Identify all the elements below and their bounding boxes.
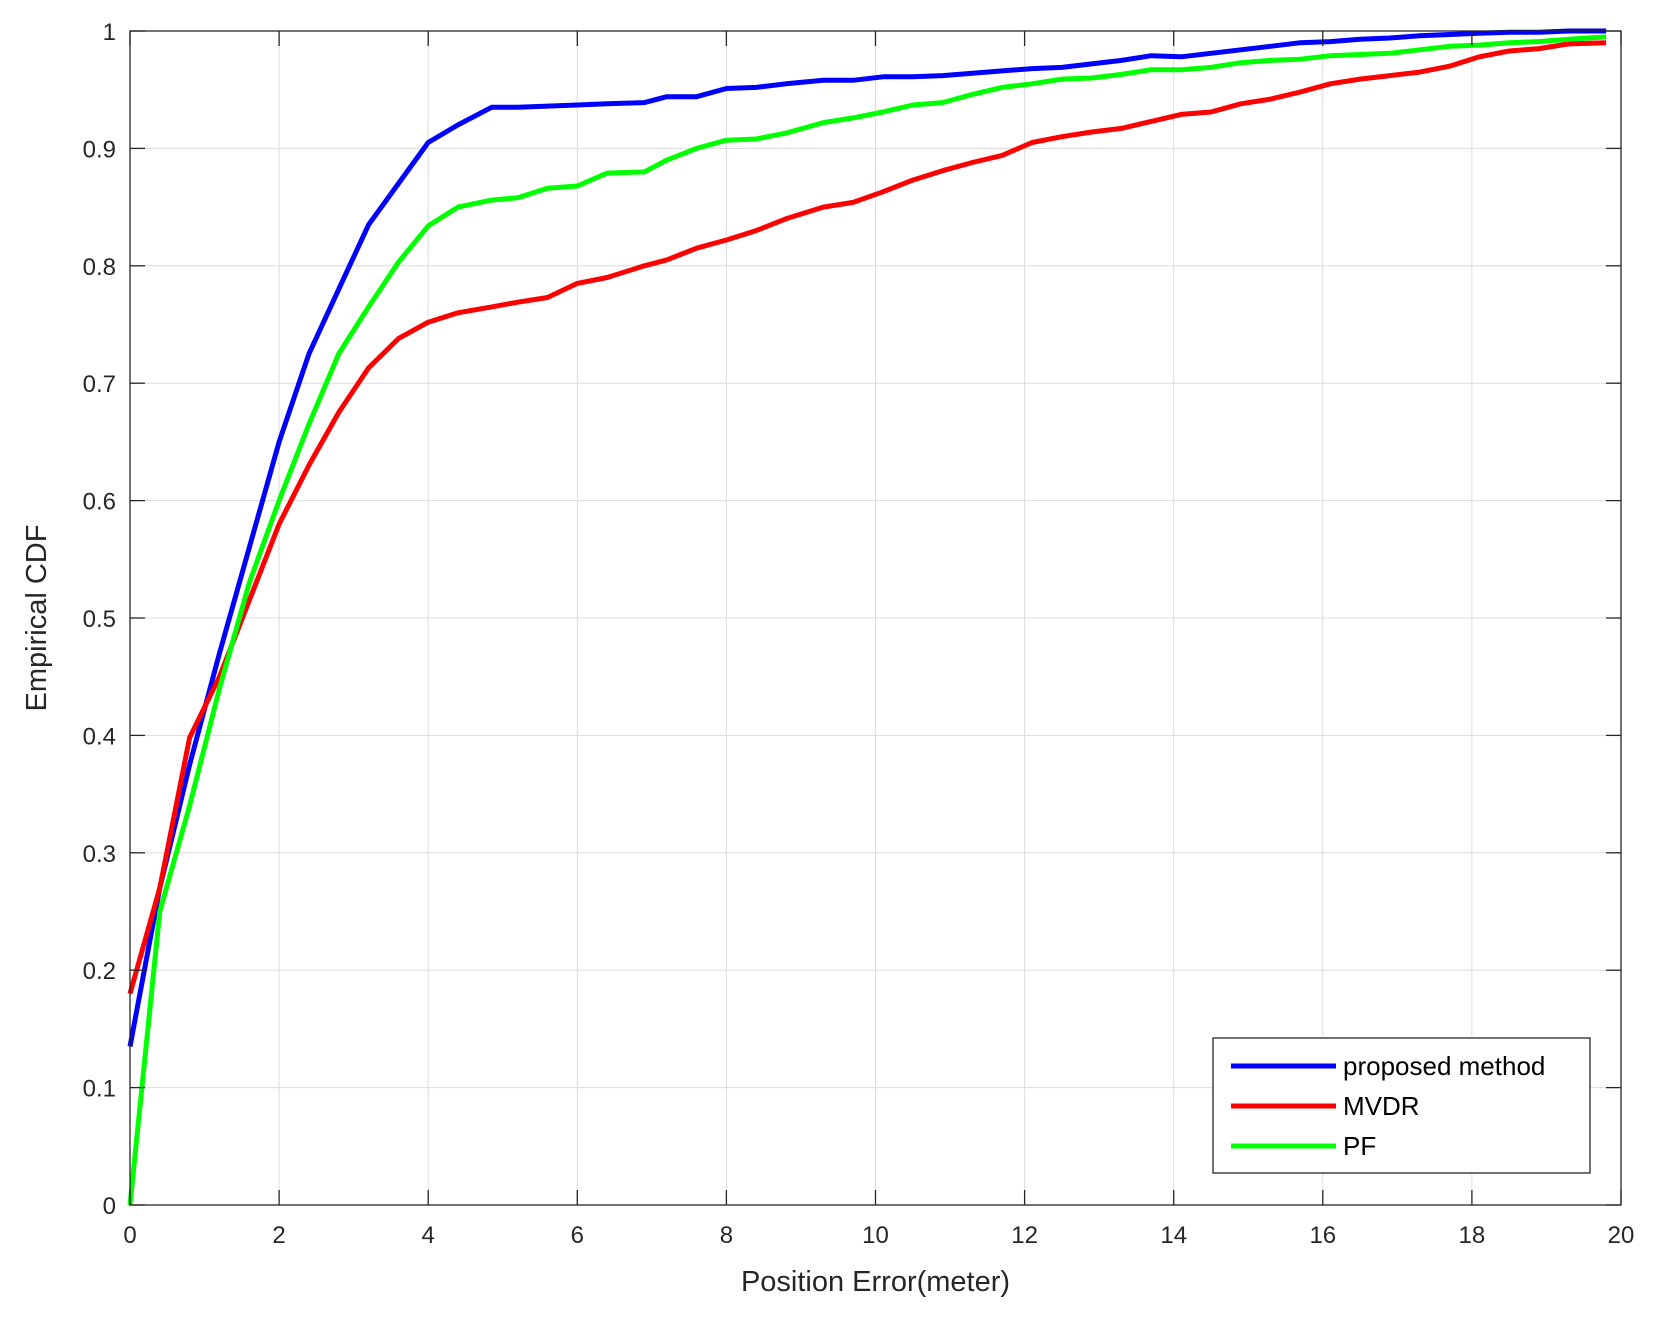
y-tick-label: 1 (103, 19, 116, 46)
y-axis-label: Empirical CDF (21, 525, 53, 712)
x-tick-label: 4 (422, 1222, 435, 1249)
x-tick-label: 0 (123, 1222, 136, 1249)
series-layer (127, 28, 1607, 1206)
y-tick-label: 0.5 (83, 606, 116, 633)
y-tick-label: 0.7 (83, 371, 116, 398)
series-line-mvdr (127, 40, 1607, 995)
x-tick-label: 18 (1459, 1222, 1486, 1249)
legend-label: PF (1343, 1131, 1376, 1161)
legend-item[interactable]: PF (1231, 1131, 1376, 1161)
y-tick-label: 0.8 (83, 254, 116, 281)
y-tick-label: 0 (103, 1193, 116, 1220)
y-tick-label: 0.2 (83, 958, 116, 985)
x-tick-label: 16 (1309, 1222, 1336, 1249)
x-tick-label: 2 (272, 1222, 285, 1249)
tick-labels: 0 2 4 6 8 10 12 14 16 18 20 0 0.1 0.2 0.3 0.4 0.5 0.6 0.7 0… (83, 19, 1635, 1249)
x-tick-label: 20 (1608, 1222, 1635, 1249)
x-tick-label: 6 (571, 1222, 584, 1249)
series-line-pf (127, 34, 1607, 1206)
x-tick-label: 14 (1160, 1222, 1187, 1249)
y-tick-label: 0.6 (83, 489, 116, 516)
y-tick-label: 0.9 (83, 136, 116, 163)
series-line-proposed-method (127, 28, 1607, 1047)
x-tick-label: 10 (862, 1222, 889, 1249)
y-tick-label: 0.1 (83, 1076, 116, 1103)
y-tick-label: 0.4 (83, 723, 116, 750)
legend-label: MVDR (1343, 1091, 1420, 1121)
legend-item[interactable]: proposed method (1231, 1051, 1545, 1081)
legend-item[interactable]: MVDR (1231, 1091, 1420, 1121)
axis-ticks (129, 30, 1622, 1206)
x-axis-label: Position Error(meter) (741, 1266, 1010, 1298)
legend-label: proposed method (1343, 1051, 1545, 1081)
y-tick-label: 0.3 (83, 841, 116, 868)
legend[interactable]: proposed method MVDR PF (1212, 1037, 1591, 1174)
x-tick-label: 12 (1011, 1222, 1038, 1249)
x-tick-label: 8 (720, 1222, 733, 1249)
